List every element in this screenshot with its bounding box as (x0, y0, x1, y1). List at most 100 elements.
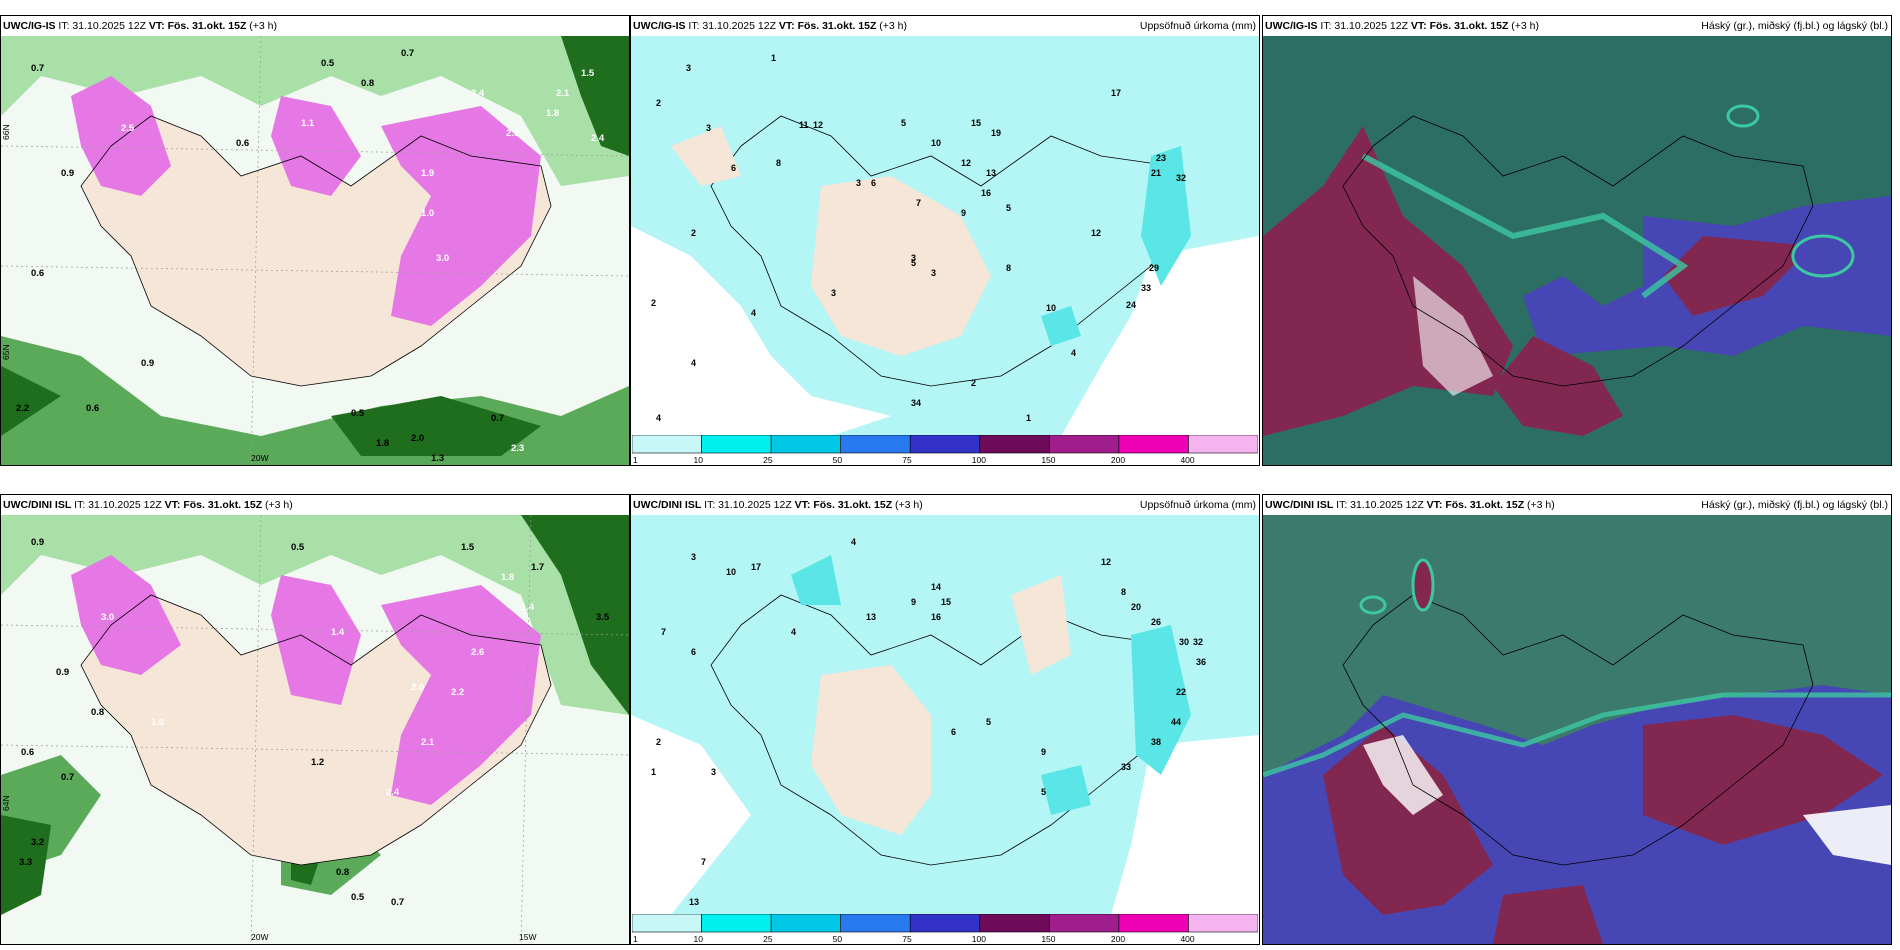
svg-text:7: 7 (661, 627, 666, 637)
svg-text:1.4: 1.4 (331, 627, 345, 638)
svg-text:2.5: 2.5 (121, 123, 135, 134)
colorbar-swatch (1118, 914, 1189, 933)
precip-map-2: 4 3 17 10 14 15 16 9 13 12 8 20 26 30 32… (631, 515, 1259, 932)
svg-text:33: 33 (1121, 762, 1131, 772)
colorbar-tick: 10 (694, 455, 704, 465)
colorbar-swatch (701, 914, 772, 933)
svg-text:4: 4 (691, 358, 696, 368)
precip-map-1: 3 2 3 1 11 12 8 15 10 12 16 19 13 7 9 3 … (631, 36, 1259, 436)
svg-text:0.8: 0.8 (361, 78, 374, 89)
svg-text:0.8: 0.8 (91, 707, 104, 718)
svg-text:3: 3 (856, 178, 861, 188)
panel-title: UWC/DINI ISL IT: 31.10.2025 12Z VT: Fös.… (633, 499, 923, 511)
svg-text:1: 1 (651, 767, 656, 777)
svg-text:1: 1 (1026, 413, 1031, 423)
panel-title: UWC/IG-IS IT: 31.10.2025 12Z VT: Fös. 31… (3, 20, 278, 32)
svg-text:5: 5 (1006, 203, 1011, 213)
svg-text:2.0: 2.0 (411, 682, 424, 693)
svg-text:4: 4 (851, 537, 856, 547)
svg-text:12: 12 (961, 158, 971, 168)
colorbar-tick: 400 (1180, 934, 1194, 944)
panel-dini-isl-cloud: UWC/DINI ISL IT: 31.10.2025 12Z VT: Fös.… (1262, 494, 1892, 945)
svg-text:2: 2 (656, 98, 661, 108)
svg-text:1.8: 1.8 (546, 108, 559, 119)
svg-text:4: 4 (751, 308, 756, 318)
svg-text:3.0: 3.0 (101, 612, 114, 623)
svg-text:15: 15 (941, 597, 951, 607)
panel-parameter: Háský (gr.), miðský (fj.bl.) og lágský (… (1701, 499, 1888, 511)
svg-text:8: 8 (776, 158, 781, 168)
svg-text:1: 1 (771, 53, 776, 63)
colorbar-swatch (1049, 914, 1120, 933)
svg-text:0.7: 0.7 (31, 63, 44, 74)
svg-text:16: 16 (981, 188, 991, 198)
colorbar-tick: 200 (1111, 455, 1125, 465)
svg-text:13: 13 (866, 612, 876, 622)
svg-text:2.2: 2.2 (451, 687, 464, 698)
svg-text:2.0: 2.0 (411, 433, 424, 444)
svg-text:12: 12 (1091, 228, 1101, 238)
svg-text:12: 12 (1101, 557, 1111, 567)
svg-text:0.9: 0.9 (141, 358, 154, 369)
colorbar-swatch (1188, 914, 1258, 933)
panel-parameter: Uppsöfnuð úrkoma (mm) (1139, 20, 1256, 32)
svg-text:0.8: 0.8 (336, 867, 349, 878)
svg-text:13: 13 (986, 168, 996, 178)
svg-text:13: 13 (689, 897, 699, 907)
panel-title: UWC/IG-IS IT: 31.10.2025 12Z VT: Fös. 31… (1265, 20, 1540, 32)
svg-text:9: 9 (961, 208, 966, 218)
svg-text:30: 30 (1179, 637, 1189, 647)
svg-text:3: 3 (911, 253, 916, 263)
panel-parameter: Háský (gr.), miðský (fj.bl.) og lágský (… (1701, 20, 1888, 32)
precip-labels: 3 2 3 1 11 12 8 15 10 12 16 19 13 7 9 3 … (651, 53, 1186, 423)
svg-text:0.7: 0.7 (61, 772, 74, 783)
svg-text:0.6: 0.6 (21, 747, 34, 758)
svg-text:32: 32 (1176, 173, 1186, 183)
lat-label: 66N (1, 124, 11, 140)
svg-text:14: 14 (931, 582, 941, 592)
svg-text:26: 26 (1151, 617, 1161, 627)
colorbar-swatch (770, 435, 841, 454)
svg-text:6: 6 (871, 178, 876, 188)
svg-text:23: 23 (1156, 153, 1166, 163)
svg-text:5: 5 (986, 717, 991, 727)
svg-text:1.1: 1.1 (301, 118, 315, 129)
svg-text:34: 34 (911, 398, 921, 408)
colorbar-tick: 150 (1041, 934, 1055, 944)
svg-text:2.4: 2.4 (386, 787, 400, 798)
svg-text:17: 17 (751, 562, 761, 572)
svg-text:0.7: 0.7 (491, 413, 504, 424)
svg-text:8: 8 (1006, 263, 1011, 273)
svg-text:2: 2 (691, 228, 696, 238)
colorbar-tick: 100 (972, 934, 986, 944)
lon-label: 20W (251, 932, 268, 942)
svg-text:2: 2 (651, 298, 656, 308)
colorbar-swatch (770, 914, 841, 933)
svg-text:10: 10 (931, 138, 941, 148)
svg-text:22: 22 (1176, 687, 1186, 697)
svg-text:0.5: 0.5 (321, 58, 335, 69)
panel-dini-isl-wind: UWC/DINI ISL IT: 31.10.2025 12Z VT: Fös.… (0, 494, 630, 945)
svg-text:0.9: 0.9 (56, 667, 69, 678)
precip-colorbar: 1 10 25 50 75 100 150 200 400 (632, 914, 1258, 944)
svg-text:3: 3 (831, 288, 836, 298)
svg-text:0.7: 0.7 (401, 48, 414, 59)
colorbar-tick: 200 (1111, 934, 1125, 944)
colorbar-swatch (632, 435, 702, 454)
svg-text:2: 2 (656, 737, 661, 747)
wind-map-2: 64N 20W 15W 0.9 0.5 1.5 1.7 3.5 3.0 2.6 … (1, 515, 629, 944)
svg-text:0.6: 0.6 (236, 138, 249, 149)
value-labels: 0.9 0.5 1.5 1.7 3.5 3.0 2.6 1.4 0.8 0.6 … (19, 537, 610, 908)
svg-text:11: 11 (799, 120, 809, 130)
svg-text:9: 9 (911, 597, 916, 607)
svg-text:2.6: 2.6 (471, 647, 484, 658)
svg-text:19: 19 (991, 128, 1001, 138)
svg-text:1.4: 1.4 (521, 602, 535, 613)
colorbar-swatch (632, 914, 702, 933)
svg-text:2.9: 2.9 (506, 128, 519, 139)
svg-text:0.5: 0.5 (351, 892, 365, 903)
svg-text:29: 29 (1149, 263, 1159, 273)
panel-dini-isl-precip: UWC/DINI ISL IT: 31.10.2025 12Z VT: Fös.… (630, 494, 1260, 945)
cloud-map-1 (1263, 36, 1891, 465)
panel-ig-is-cloud: UWC/IG-IS IT: 31.10.2025 12Z VT: Fös. 31… (1262, 15, 1892, 466)
